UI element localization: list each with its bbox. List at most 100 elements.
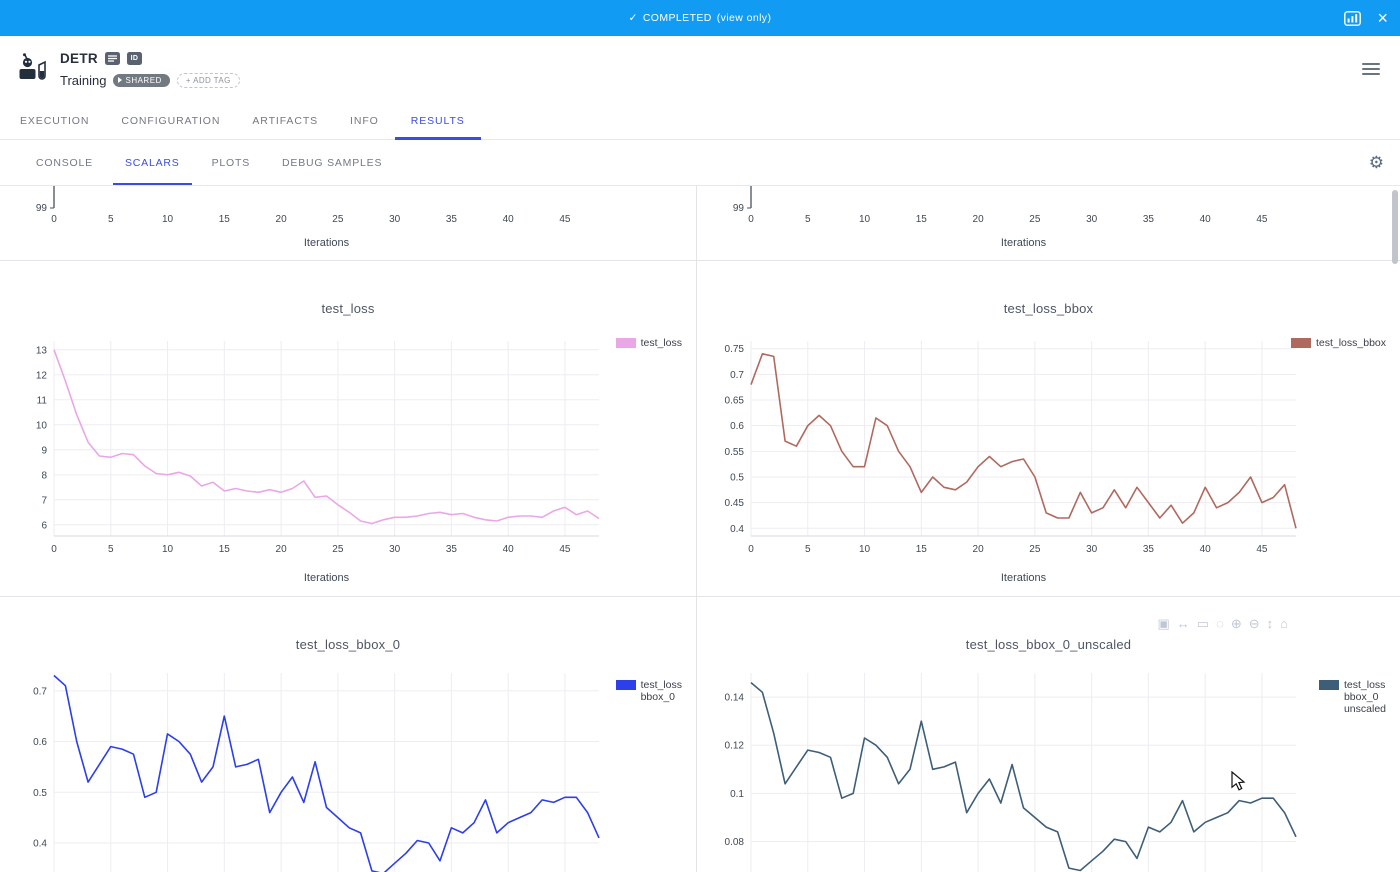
chart-clipped-left-plot[interactable]: 990 5 10 15 20 25 30 35 40 45 Iterations: [0, 186, 690, 261]
modebar-icon[interactable]: ◌: [1216, 616, 1224, 631]
svg-text:0.14: 0.14: [725, 693, 745, 704]
modebar-icon[interactable]: ⊕: [1230, 616, 1242, 631]
tab-info[interactable]: INFO: [350, 114, 379, 127]
svg-text:0.5: 0.5: [730, 472, 744, 483]
chart-clipped-right-plot[interactable]: 990 5 10 15 20 25 30 35 40 45 Iterations: [697, 186, 1387, 261]
completed-status: ✓ COMPLETED (view only): [629, 12, 772, 24]
experiment-title: DETR: [60, 50, 98, 66]
experiment-header: DETR ID Training SHARED + ADD TAG: [0, 36, 1400, 102]
chart-title: test_loss: [321, 301, 375, 316]
svg-text:30: 30: [389, 214, 401, 225]
svg-text:0.6: 0.6: [730, 421, 744, 432]
modebar-icon[interactable]: ↕: [1266, 616, 1274, 631]
main-tabs: EXECUTION CONFIGURATION ARTIFACTS INFO R…: [0, 102, 1400, 140]
subtab-plots[interactable]: PLOTS: [211, 156, 251, 169]
modebar-icon[interactable]: ↔: [1176, 616, 1190, 631]
chart-title: test_loss_bbox_0_unscaled: [965, 637, 1132, 652]
svg-text:6: 6: [41, 520, 47, 531]
results-subtabs: CONSOLE SCALARS PLOTS DEBUG SAMPLES ⚙: [0, 140, 1400, 186]
chart-test-loss-bbox-0-unscaled: test_loss_bbox_0_unscaled 05101520253035…: [697, 597, 1400, 872]
chart-test-loss-plot[interactable]: 0 5 10 15 20 25 30 35 40 45 6 7 8 9 10 11 12 13 Iterations: [0, 331, 690, 589]
svg-text:5: 5: [805, 214, 811, 225]
svg-text:20: 20: [276, 544, 288, 555]
modebar-icon[interactable]: ⊖: [1248, 616, 1260, 631]
svg-text:20: 20: [973, 214, 985, 225]
svg-text:35: 35: [446, 544, 458, 555]
subtab-scalars[interactable]: SCALARS: [109, 140, 196, 185]
chart-test-loss-bbox-0-unscaled-plot[interactable]: 0510152025303540450.080.10.120.14Iterati…: [697, 667, 1387, 872]
svg-text:0.65: 0.65: [725, 396, 745, 407]
svg-text:10: 10: [859, 544, 871, 555]
svg-text:35: 35: [1143, 544, 1155, 555]
tab-results[interactable]: RESULTS: [394, 102, 481, 140]
vertical-scrollbar-thumb[interactable]: [1392, 190, 1398, 264]
svg-text:25: 25: [1029, 544, 1041, 555]
svg-text:5: 5: [108, 544, 114, 555]
status-note: (view only): [716, 12, 772, 24]
shared-badge[interactable]: SHARED: [113, 73, 170, 87]
modebar-icon[interactable]: ⌂: [1280, 616, 1288, 631]
svg-text:45: 45: [559, 544, 571, 555]
svg-text:99: 99: [36, 203, 48, 214]
experiment-robot-icon: [15, 52, 51, 86]
chart-legend[interactable]: test_loss bbox_0 unscaled: [1318, 679, 1386, 715]
plotly-modebar[interactable]: ▣ ↔ ▭ ◌ ⊕ ⊖ ↕ ⌂: [1158, 617, 1289, 630]
subtab-debug-samples[interactable]: DEBUG SAMPLES: [282, 156, 383, 169]
modebar-icon[interactable]: ▭: [1196, 616, 1210, 631]
id-icon[interactable]: ID: [126, 51, 142, 65]
svg-text:40: 40: [503, 544, 515, 555]
chart-legend[interactable]: test_loss bbox_0: [615, 679, 682, 703]
console-log-icon[interactable]: [104, 51, 120, 65]
legend-label: test_loss bbox_0 unscaled: [1343, 679, 1386, 715]
svg-text:0.7: 0.7: [730, 370, 744, 381]
experiment-subtitle: Training: [60, 72, 107, 88]
svg-text:10: 10: [162, 544, 174, 555]
settings-gear-icon[interactable]: ⚙: [1368, 152, 1384, 172]
chart-title: test_loss_bbox_0: [295, 637, 401, 652]
chart-legend[interactable]: test_loss: [615, 337, 682, 349]
menu-icon[interactable]: [1358, 59, 1384, 79]
chart-legend[interactable]: test_loss_bbox: [1290, 337, 1386, 349]
svg-text:0: 0: [748, 214, 754, 225]
svg-text:15: 15: [916, 214, 928, 225]
svg-text:45: 45: [559, 214, 571, 225]
svg-text:Iterations: Iterations: [1001, 572, 1047, 584]
svg-text:11: 11: [37, 395, 48, 406]
svg-text:Iterations: Iterations: [304, 237, 350, 249]
modebar-icon[interactable]: ▣: [1157, 616, 1170, 631]
svg-text:5: 5: [108, 214, 114, 225]
svg-text:30: 30: [1086, 214, 1098, 225]
svg-text:0.75: 0.75: [725, 344, 745, 355]
subtab-console[interactable]: CONSOLE: [36, 156, 93, 169]
add-tag-button[interactable]: + ADD TAG: [176, 72, 240, 88]
chart-title: test_loss_bbox: [1003, 301, 1094, 316]
svg-text:0.4: 0.4: [33, 839, 47, 850]
svg-text:45: 45: [1256, 214, 1268, 225]
svg-text:5: 5: [805, 544, 811, 555]
svg-text:45: 45: [1256, 544, 1268, 555]
chart-test-loss-bbox-plot[interactable]: 0 5 10 15 20 25 30 35 40 45 0.4 0.45 0.5 0.55 0.6 0.65 0…: [697, 331, 1387, 589]
chart-clipped-right: 99 0 5 10 15 20 25 30 35 40 45 Iterations: [697, 186, 1400, 261]
close-icon[interactable]: ×: [1377, 8, 1388, 28]
svg-text:0: 0: [51, 544, 57, 555]
svg-text:0.12: 0.12: [725, 741, 745, 752]
svg-text:40: 40: [1200, 544, 1212, 555]
shared-badge-label: SHARED: [125, 75, 162, 85]
tab-execution[interactable]: EXECUTION: [20, 114, 90, 127]
chart-test-loss-bbox-0: test_loss_bbox_0 0510152025303540450.40.…: [0, 597, 697, 872]
svg-text:0: 0: [51, 214, 57, 225]
svg-text:0.7: 0.7: [33, 686, 47, 697]
legend-swatch: [615, 680, 636, 690]
svg-text:40: 40: [503, 214, 515, 225]
svg-text:0: 0: [748, 544, 754, 555]
svg-text:30: 30: [1086, 544, 1098, 555]
tab-artifacts[interactable]: ARTIFACTS: [252, 114, 319, 127]
svg-text:25: 25: [332, 214, 344, 225]
status-topbar: ✓ COMPLETED (view only) ×: [0, 0, 1400, 36]
svg-text:9: 9: [41, 445, 47, 456]
tab-configuration[interactable]: CONFIGURATION: [121, 114, 221, 127]
chart-panel-icon[interactable]: [1344, 10, 1362, 26]
svg-text:Iterations: Iterations: [304, 572, 350, 584]
svg-text:20: 20: [973, 544, 985, 555]
